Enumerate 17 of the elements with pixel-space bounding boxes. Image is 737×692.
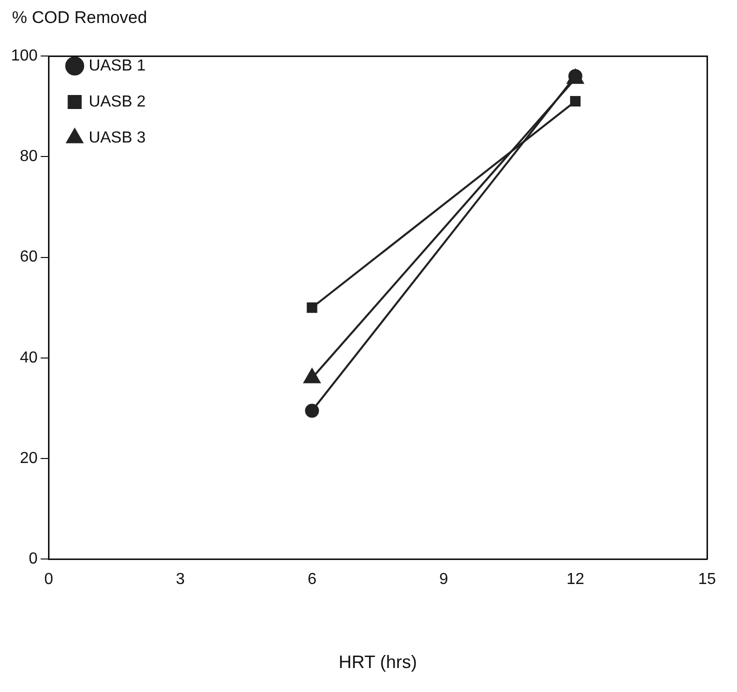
- legend-label: UASB 1: [88, 57, 146, 74]
- y-tick-label: 100: [10, 47, 38, 64]
- y-tick-label: 20: [20, 450, 38, 467]
- legend-label: UASB 3: [88, 129, 146, 146]
- legend-label: UASB 2: [88, 93, 146, 110]
- y-tick-label: 40: [20, 349, 38, 366]
- x-tick-label: 0: [44, 571, 54, 588]
- x-tick-label: 6: [308, 571, 317, 588]
- y-tick-label: 80: [20, 148, 38, 166]
- x-tick-label: 12: [566, 571, 584, 588]
- x-tick-label: 3: [176, 571, 185, 588]
- x-axis-title: HRT (hrs): [338, 652, 418, 672]
- y-tick-label: 0: [28, 550, 38, 568]
- x-tick-label: 15: [698, 571, 716, 588]
- x-tick-label: 9: [439, 571, 448, 588]
- y-tick-label: 60: [20, 248, 38, 266]
- y-axis-title: % COD Removed: [11, 8, 148, 29]
